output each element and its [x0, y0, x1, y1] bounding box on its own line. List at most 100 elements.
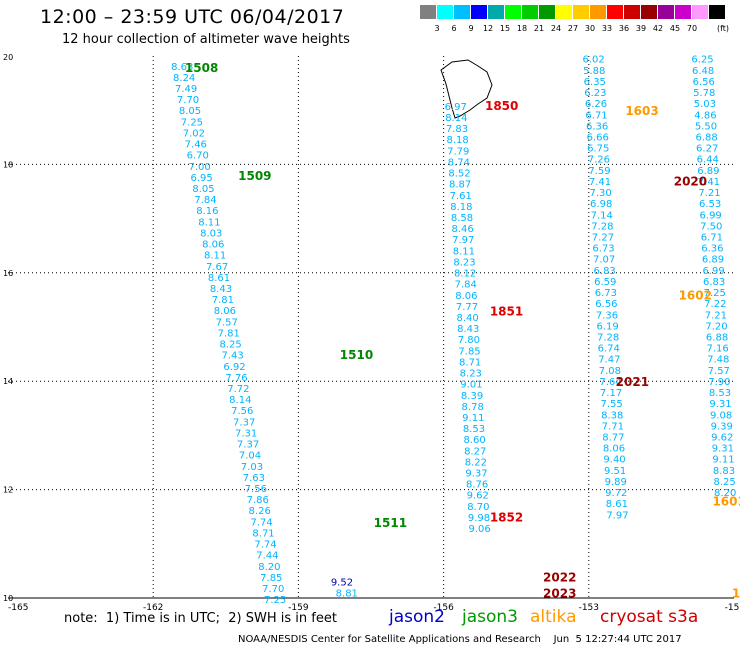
swh-value: 7.56	[231, 406, 253, 417]
swh-value: 6.99	[702, 266, 724, 277]
swh-value: 7.67	[206, 262, 228, 273]
swh-value: 8.11	[198, 217, 220, 228]
swh-value: 8.05	[179, 106, 201, 117]
swh-value: 8.14	[445, 113, 467, 124]
legend-tick-label: 70	[686, 24, 698, 33]
legend-swatch	[658, 5, 674, 19]
legend-swatch	[624, 5, 640, 19]
swh-value: 8.61	[606, 499, 628, 510]
swh-value: 6.48	[692, 66, 714, 77]
y-tick-label: 18	[3, 160, 13, 169]
swh-value: 6.73	[595, 288, 617, 299]
legend-swatch	[675, 5, 691, 19]
swh-value: 8.11	[453, 246, 475, 257]
swh-value: 7.08	[599, 366, 621, 377]
swh-value: 6.59	[594, 277, 616, 288]
x-tick-label: -159	[288, 603, 309, 613]
swh-value: 6.97	[445, 102, 467, 113]
pass-number-label: 1851	[490, 305, 523, 319]
legend-swatch	[505, 5, 521, 19]
swh-value: 9.52	[331, 578, 353, 589]
swh-value: 8.78	[462, 402, 484, 413]
swh-value: 7.57	[216, 317, 238, 328]
swh-value: 6.27	[696, 144, 718, 155]
legend-swatch	[522, 5, 538, 19]
swh-value: 7.46	[185, 140, 207, 151]
chart-subtitle: 12 hour collection of altimeter wave hei…	[62, 32, 350, 47]
swh-value: 9.51	[604, 466, 626, 477]
pass-number-label: 1509	[238, 169, 271, 183]
swh-value: 7.83	[446, 124, 468, 135]
swh-value: 6.66	[587, 132, 609, 143]
swh-value: 7.36	[596, 310, 618, 321]
swh-value: 7.25	[181, 117, 203, 128]
swh-value: 7.74	[250, 517, 272, 528]
pass-number-label: 1600	[732, 587, 740, 601]
swh-value: 7.03	[241, 462, 263, 473]
swh-value: 8.77	[602, 432, 624, 443]
swh-value: 7.81	[218, 328, 240, 339]
swh-value: 6.89	[702, 255, 724, 266]
swh-value: 8.20	[258, 562, 280, 573]
x-tick-label: -156	[433, 603, 454, 613]
swh-value: 9.98	[468, 513, 490, 524]
legend-tick-label: 15	[499, 24, 511, 33]
swh-value: 8.71	[252, 528, 274, 539]
swh-value: 8.03	[200, 228, 222, 239]
footer-note: note: 1) Time is in UTC; 2) SWH is in fe…	[64, 611, 337, 626]
swh-value: 7.90	[708, 377, 730, 388]
swh-value: 8.74	[448, 157, 470, 168]
swh-value: 6.70	[187, 151, 209, 162]
legend-tick-label: 30	[584, 24, 596, 33]
swh-value: 6.88	[695, 132, 717, 143]
swh-value: 8.76	[466, 480, 488, 491]
pass-number-label: 1850	[485, 99, 518, 113]
swh-value: 9.39	[711, 421, 733, 432]
pass-number-label: 1602	[679, 288, 712, 302]
swh-value: 7.28	[591, 221, 613, 232]
legend-tick-label: 3	[434, 24, 440, 33]
swh-value: 6.92	[223, 362, 245, 373]
swh-value: 8.53	[463, 424, 485, 435]
swh-value: 7.02	[183, 128, 205, 139]
swh-value: 8.25	[220, 340, 242, 351]
legend-tick-label: 45	[669, 24, 681, 33]
swh-value: 8.43	[457, 324, 479, 335]
swh-value: 5.03	[694, 99, 716, 110]
swh-value: 8.06	[202, 240, 224, 251]
swh-value: 7.41	[589, 177, 611, 188]
swh-value: 7.63	[243, 473, 265, 484]
swh-value: 7.49	[175, 84, 197, 95]
swh-value: 8.05	[192, 184, 214, 195]
legend-tick-label: 18	[516, 24, 528, 33]
swh-value: 8.18	[450, 202, 472, 213]
swh-value: 7.70	[262, 584, 284, 595]
swh-value: 7.97	[606, 510, 628, 521]
swh-value: 9.11	[462, 413, 484, 424]
swh-value: 8.63	[171, 62, 193, 73]
swh-value: 7.56	[245, 484, 267, 495]
swh-value: 8.71	[459, 357, 481, 368]
swh-value: 7.00	[189, 162, 211, 173]
legend-altika: altika	[530, 607, 577, 627]
swh-value: 9.89	[605, 477, 627, 488]
legend-swatch	[454, 5, 470, 19]
swh-value: 6.73	[592, 244, 614, 255]
swh-value: 7.77	[456, 302, 478, 313]
swh-value: 7.84	[194, 195, 216, 206]
swh-value: 6.53	[699, 199, 721, 210]
swh-value: 6.36	[701, 244, 723, 255]
legend-swatch	[488, 5, 504, 19]
swh-value: 6.36	[586, 121, 608, 132]
legend-jason2: jason2	[389, 607, 445, 627]
swh-value: 9.31	[712, 444, 734, 455]
swh-value: 7.85	[260, 573, 282, 584]
legend-swatch	[437, 5, 453, 19]
legend-swatch	[420, 5, 436, 19]
swh-value: 7.61	[450, 191, 472, 202]
swh-value: 7.79	[447, 146, 469, 157]
swh-value: 7.30	[589, 188, 611, 199]
y-tick-label: 16	[3, 269, 13, 278]
swh-value: 7.22	[704, 299, 726, 310]
